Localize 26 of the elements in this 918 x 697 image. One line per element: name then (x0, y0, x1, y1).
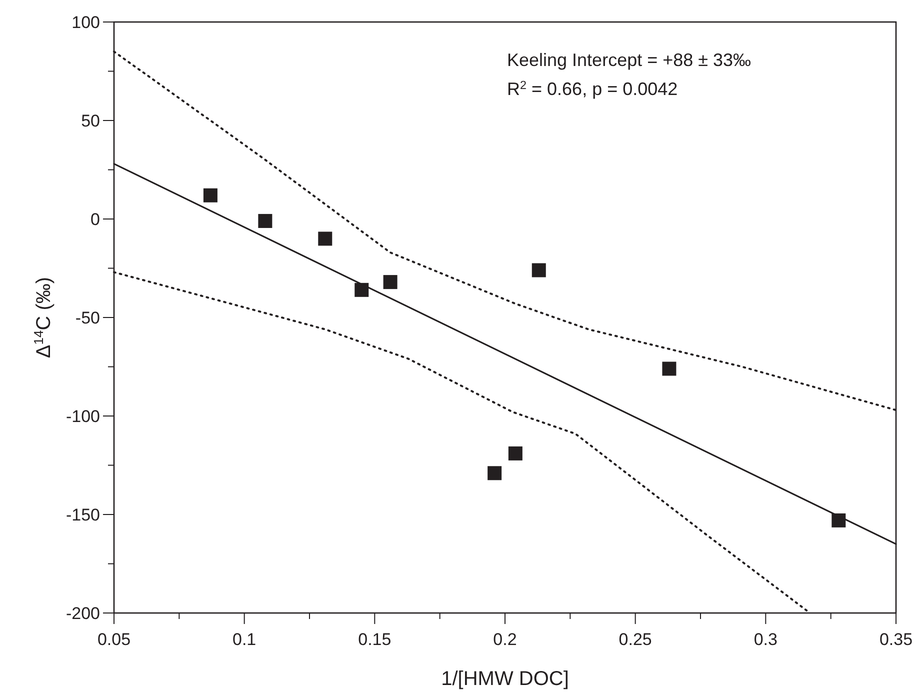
x-tick-label: 0.1 (232, 630, 256, 649)
y-tick-label: -100 (66, 406, 100, 426)
x-tick-label: 0.15 (358, 630, 392, 649)
annotation: Keeling Intercept = +88 ± 33‰ (507, 50, 752, 70)
point (318, 232, 332, 246)
x-tick-label: 0.2 (493, 630, 517, 649)
x-tick-label: 0.35 (879, 630, 913, 649)
x-tick-label: 0.25 (618, 630, 652, 649)
y-tick-label: 0 (90, 210, 100, 229)
point (488, 466, 502, 480)
point (508, 446, 522, 460)
annotation: R$^{2}$ = 0.66, p = 0.0042 (507, 78, 678, 99)
y-tick-label: -150 (66, 505, 100, 524)
y-tick-label: -50 (75, 308, 100, 328)
point (662, 362, 676, 376)
x-axis-title: 1/[HMW DOC] (441, 668, 569, 690)
point (383, 275, 398, 290)
point (203, 188, 218, 202)
y-tick-label: -200 (66, 604, 100, 623)
y-tick-label: 50 (81, 111, 100, 130)
point (532, 263, 546, 278)
point (258, 214, 272, 228)
x-tick-label: 0.3 (754, 630, 778, 649)
y-tick-label: 100 (72, 12, 100, 32)
point (354, 282, 369, 297)
x-tick-label: 0.05 (97, 630, 131, 649)
